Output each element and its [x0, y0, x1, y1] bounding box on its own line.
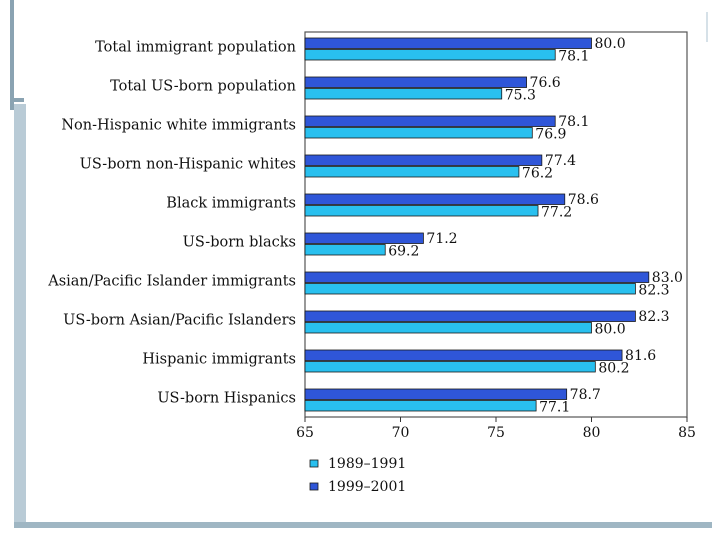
- x-tick-label: 65: [296, 425, 314, 441]
- bar-value-label: 77.2: [541, 205, 572, 221]
- legend-label: 1999–2001: [328, 479, 406, 495]
- bar-1989-1991: [304, 88, 503, 100]
- slide-bottom-bar: [14, 522, 712, 528]
- bar-1989-1991: [304, 322, 592, 334]
- bar-value-label: 80.0: [595, 322, 626, 338]
- bar-1999-2001: [304, 76, 527, 88]
- category-label: US-born non-Hispanic whites: [80, 157, 296, 173]
- bar-1989-1991: [304, 127, 533, 139]
- bar-value-label: 77.4: [545, 153, 576, 169]
- bar-value-label: 82.3: [638, 309, 669, 325]
- bar-1989-1991: [304, 283, 636, 295]
- category-label: Total US-born population: [110, 79, 296, 95]
- bar-1989-1991: [304, 49, 556, 61]
- bar-value-label: 71.2: [426, 231, 457, 247]
- x-tick-label: 70: [392, 425, 410, 441]
- bar-value-label: 76.6: [530, 75, 561, 91]
- bar-1989-1991: [304, 244, 386, 256]
- bar-1999-2001: [304, 349, 623, 361]
- bar-1989-1991: [304, 361, 596, 373]
- bar-1999-2001: [304, 37, 592, 49]
- bar-1999-2001: [304, 232, 424, 244]
- category-label: Black immigrants: [166, 196, 296, 212]
- legend-label: 1989–1991: [328, 456, 406, 472]
- legend-swatch: [309, 459, 319, 468]
- bar-value-label: 78.1: [558, 49, 589, 65]
- bar-value-label: 83.0: [652, 270, 683, 286]
- bar-1989-1991: [304, 400, 537, 412]
- bar-value-label: 69.2: [388, 244, 419, 260]
- bar-value-label: 78.7: [570, 387, 601, 403]
- legend-swatch: [309, 482, 319, 491]
- bar-value-label: 80.2: [598, 361, 629, 377]
- bar-1999-2001: [304, 271, 650, 283]
- bar-1999-2001: [304, 193, 566, 205]
- bar-value-label: 80.0: [595, 36, 626, 52]
- bar-1989-1991: [304, 205, 539, 217]
- bar-value-label: 78.1: [558, 114, 589, 130]
- bar-1989-1991: [304, 166, 520, 178]
- bar-value-label: 81.6: [625, 348, 656, 364]
- category-label: Total immigrant population: [95, 40, 296, 56]
- category-label: Asian/Pacific Islander immigrants: [47, 274, 296, 290]
- slide-accent-tick: [10, 98, 24, 102]
- category-label: US-born Asian/Pacific Islanders: [63, 313, 296, 329]
- bar-1999-2001: [304, 115, 556, 127]
- bar-value-label: 75.3: [505, 88, 536, 104]
- slide-accent-bar: [10, 0, 14, 110]
- category-label: Hispanic immigrants: [142, 352, 296, 368]
- x-tick-label: 80: [583, 425, 601, 441]
- bar-value-label: 77.1: [539, 400, 570, 416]
- x-tick-label: 75: [487, 425, 505, 441]
- bar-value-label: 76.9: [535, 127, 566, 143]
- x-tick-label: 85: [678, 425, 696, 441]
- bar-1999-2001: [304, 310, 636, 322]
- category-label: US-born blacks: [183, 235, 296, 251]
- slide-side-panel: [14, 104, 26, 524]
- slide-accent-line: [706, 12, 708, 42]
- bar-1999-2001: [304, 388, 568, 400]
- bar-value-label: 78.6: [568, 192, 599, 208]
- category-label: Non-Hispanic white immigrants: [61, 118, 296, 134]
- bar-1999-2001: [304, 154, 543, 166]
- bar-value-label: 76.2: [522, 166, 553, 182]
- category-label: US-born Hispanics: [157, 391, 296, 407]
- bar-value-label: 82.3: [638, 283, 669, 299]
